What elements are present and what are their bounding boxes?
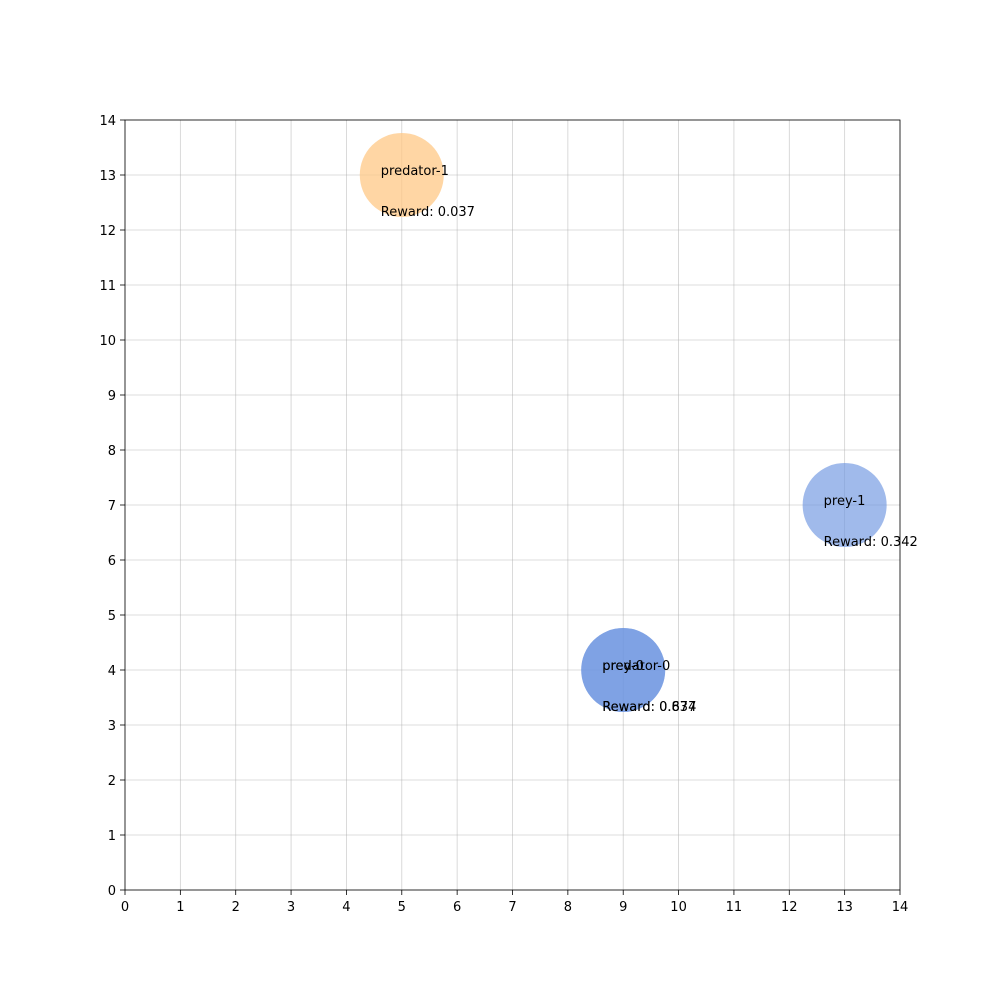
- y-tick-label: 12: [99, 224, 116, 239]
- y-tick-label: 4: [108, 664, 116, 679]
- x-tick-label: 0: [121, 900, 129, 915]
- x-tick-label: 6: [453, 900, 461, 915]
- agent-name-label: predator-0: [602, 659, 670, 674]
- agent-reward-label: Reward: 0.674: [602, 700, 696, 715]
- agent-reward-label: Reward: 0.342: [824, 535, 918, 550]
- y-tick-label: 7: [108, 499, 116, 514]
- y-tick-label: 3: [108, 719, 116, 734]
- x-tick-label: 4: [342, 900, 350, 915]
- y-tick-label: 2: [108, 774, 116, 789]
- agent-reward-label: Reward: 0.037: [381, 205, 475, 220]
- y-tick-label: 8: [108, 444, 116, 459]
- y-tick-label: 1: [108, 829, 116, 844]
- y-tick-label: 13: [99, 169, 116, 184]
- agent-name-label: prey-1: [824, 494, 866, 509]
- agent-marker-predator-1: [359, 133, 444, 217]
- x-tick-label: 9: [619, 900, 627, 915]
- x-tick-label: 10: [670, 900, 687, 915]
- x-tick-label: 5: [398, 900, 406, 915]
- x-tick-label: 12: [781, 900, 798, 915]
- x-tick-label: 8: [564, 900, 572, 915]
- agent-marker-prey-1: [802, 463, 887, 547]
- agents-layer: [359, 133, 887, 712]
- x-tick-label: 11: [726, 900, 743, 915]
- x-tick-label: 1: [176, 900, 184, 915]
- y-tick-label: 10: [99, 334, 116, 349]
- agent-reward-label: Reward: 0.837: [602, 700, 696, 715]
- x-tick-label: 2: [232, 900, 240, 915]
- x-tick-label: 14: [892, 900, 909, 915]
- y-tick-label: 9: [108, 389, 116, 404]
- agent-labels-layer: prey-0 Reward: 0.674 predator-0 Reward: 0.8…: [381, 164, 918, 715]
- x-tick-label: 7: [508, 900, 516, 915]
- agent-marker-predator-0: [581, 628, 666, 712]
- y-tick-label: 5: [108, 609, 116, 624]
- y-tick-label: 14: [99, 114, 116, 129]
- agent-name-label: prey-0: [602, 659, 644, 674]
- y-tick-label: 11: [99, 279, 116, 294]
- x-tick-label: 13: [836, 900, 853, 915]
- x-tick-label: 3: [287, 900, 295, 915]
- agent-name-label: predator-1: [381, 164, 449, 179]
- y-tick-label: 0: [108, 884, 116, 899]
- y-tick-label: 6: [108, 554, 116, 569]
